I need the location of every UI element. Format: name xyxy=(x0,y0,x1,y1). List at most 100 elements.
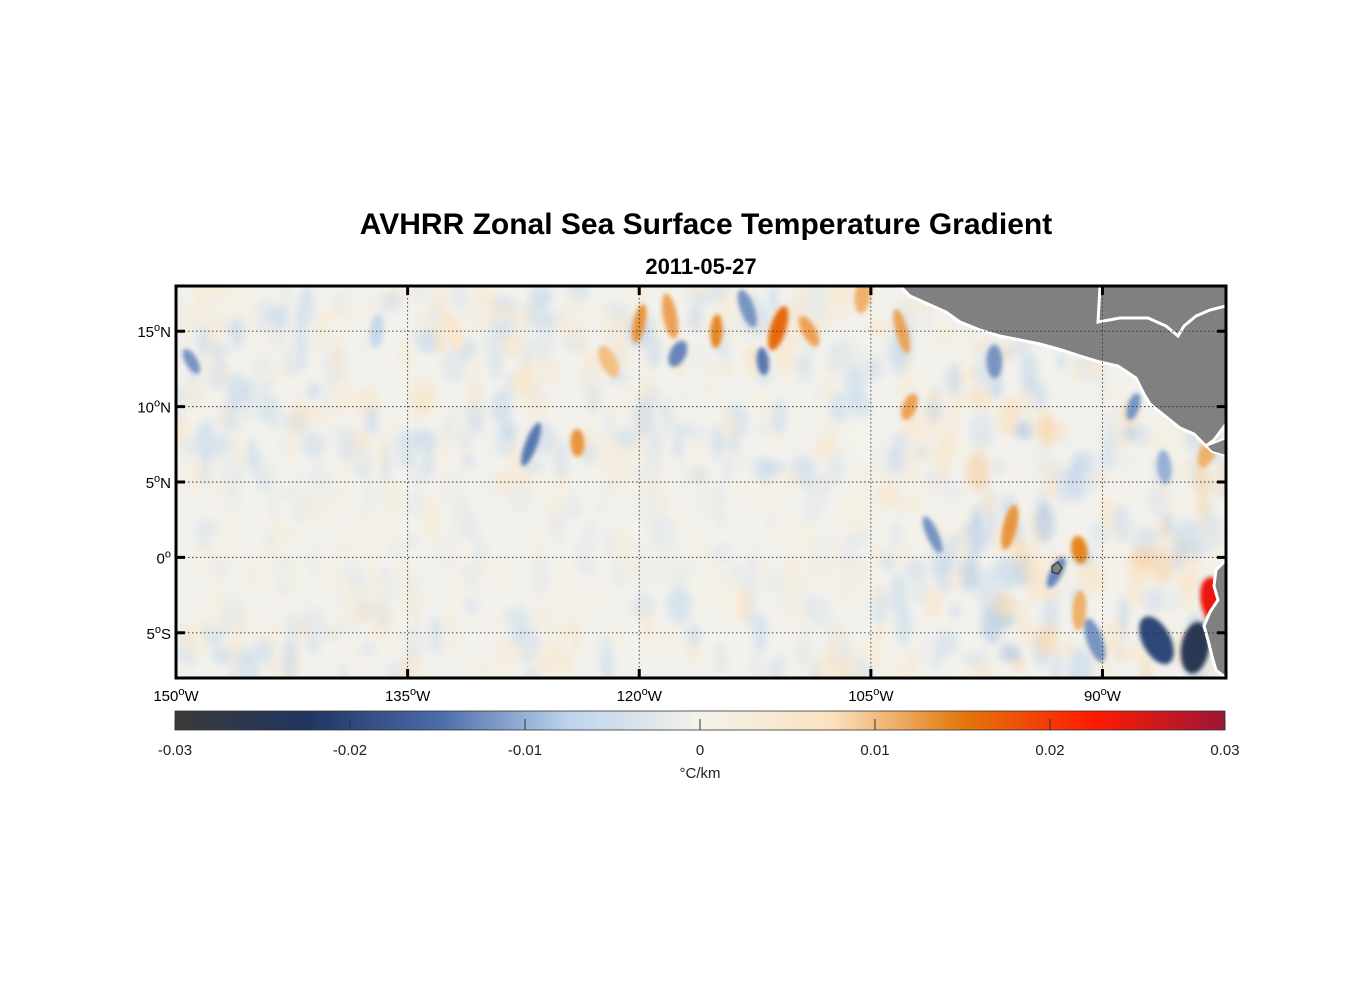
sst-texture-blob xyxy=(201,454,210,488)
sst-texture-blob xyxy=(905,644,919,678)
sst-texture-blob xyxy=(1123,424,1136,441)
sst-texture-blob xyxy=(254,547,278,563)
sst-feature xyxy=(598,345,619,378)
sst-texture-blob xyxy=(871,436,886,475)
colorbar-tick-label: 0 xyxy=(696,742,704,759)
sst-feature xyxy=(182,348,201,374)
sst-texture-blob xyxy=(556,649,574,674)
sst-texture-blob xyxy=(233,432,245,466)
degree-number: 135 xyxy=(385,688,410,705)
colorbar: -0.03 -0.02 -0.01 0 0.01 0.02 0.03 °C/km xyxy=(158,710,1240,782)
sst-texture-blob xyxy=(949,392,961,423)
sst-texture-blob xyxy=(1097,382,1117,399)
land-mexico-central-america xyxy=(897,286,1226,448)
sst-texture-blob xyxy=(925,399,943,422)
degree-symbol: o xyxy=(154,398,160,410)
sst-texture-blob xyxy=(222,397,238,433)
sst-texture-blob xyxy=(531,600,556,632)
sst-texture-blob xyxy=(265,619,284,654)
sst-texture-blob xyxy=(888,520,905,549)
sst-texture-blob xyxy=(176,294,183,332)
sst-texture-blob xyxy=(610,627,625,652)
sst-texture-blob xyxy=(359,640,378,657)
degree-symbol: o xyxy=(1101,686,1107,698)
lat-label: 0o xyxy=(157,548,171,567)
sst-texture-blob xyxy=(688,465,710,485)
sst-texture-blob xyxy=(440,633,466,653)
sst-feature xyxy=(768,306,789,351)
sst-texture-blob xyxy=(195,421,214,462)
degree-number: 105 xyxy=(848,688,873,705)
sst-texture-blob xyxy=(278,417,289,455)
sst-texture-blob xyxy=(211,646,233,665)
sst-texture-blob xyxy=(732,476,742,505)
sst-texture-blob xyxy=(410,463,428,487)
sst-feature xyxy=(922,516,943,554)
hemisphere-letter: W xyxy=(416,688,431,705)
sst-texture-blob xyxy=(293,463,302,490)
sst-texture-blob xyxy=(563,289,585,331)
sst-texture-blob xyxy=(1141,657,1153,678)
sst-texture-blob xyxy=(730,450,752,474)
sst-texture-blob xyxy=(1136,429,1146,447)
sst-texture-blob xyxy=(678,538,703,560)
sst-texture-blob xyxy=(822,286,848,322)
sst-texture-blob xyxy=(568,591,589,625)
map-tick-marks xyxy=(174,286,1226,678)
sst-texture-blob xyxy=(846,568,859,592)
sst-texture-blob xyxy=(900,414,924,443)
sst-texture-blob xyxy=(904,557,927,581)
sst-texture-blob xyxy=(448,286,469,308)
sst-texture-blob xyxy=(511,605,528,644)
sst-texture-blob xyxy=(260,442,274,480)
sst-texture-blob xyxy=(1057,440,1074,470)
colorbar-label: °C/km xyxy=(680,765,721,782)
sst-texture-blob xyxy=(233,565,252,582)
sst-feature xyxy=(661,293,679,339)
sst-texture-blob xyxy=(638,540,650,561)
sst-feature xyxy=(1071,535,1088,564)
sst-feature xyxy=(1157,449,1172,484)
sst-texture-blob xyxy=(412,329,436,345)
sst-texture-blob xyxy=(933,325,956,344)
hemisphere-letter: N xyxy=(160,324,171,341)
sst-texture-blob xyxy=(479,429,497,454)
sst-texture-blob xyxy=(629,349,646,391)
sst-texture-blob xyxy=(412,429,437,451)
sst-texture-blob xyxy=(684,559,711,597)
sst-texture-blob xyxy=(550,359,558,383)
sst-texture-blob xyxy=(406,412,431,428)
sst-texture-blob xyxy=(1196,516,1207,533)
sst-texture-blob xyxy=(302,286,312,310)
degree-symbol: o xyxy=(178,686,184,698)
sst-texture-blob xyxy=(602,408,619,443)
sst-texture-blob xyxy=(665,451,677,469)
sst-texture-blob xyxy=(224,286,248,310)
sst-texture-blob xyxy=(267,319,277,355)
sst-texture-blob xyxy=(935,439,953,480)
sst-texture-blob xyxy=(782,470,804,488)
sst-texture-blob xyxy=(851,414,864,454)
sst-texture-blob xyxy=(309,460,329,493)
sst-texture-blob xyxy=(1024,564,1048,602)
sst-texture-blob xyxy=(381,412,402,446)
sst-texture-blob xyxy=(203,594,222,633)
sst-texture-blob xyxy=(954,527,968,558)
sst-texture-blob xyxy=(322,380,332,412)
sst-texture-blob xyxy=(192,286,215,315)
degree-number: 5 xyxy=(146,475,154,492)
sst-texture-blob xyxy=(305,492,328,528)
sst-texture-blob xyxy=(329,562,341,593)
lat-label: 5oN xyxy=(146,473,171,492)
sst-texture-blob xyxy=(962,367,980,384)
sst-texture-blob xyxy=(934,630,959,657)
sst-texture-blob xyxy=(550,562,574,594)
sst-texture-blob xyxy=(605,498,619,514)
sst-texture-blob xyxy=(642,606,654,646)
sst-feature xyxy=(756,347,769,376)
sst-texture-blob xyxy=(467,546,477,562)
sst-texture-blob xyxy=(282,523,300,545)
sst-texture-blob xyxy=(736,584,747,624)
sst-texture-blob xyxy=(720,342,730,371)
sst-feature xyxy=(1001,504,1019,550)
